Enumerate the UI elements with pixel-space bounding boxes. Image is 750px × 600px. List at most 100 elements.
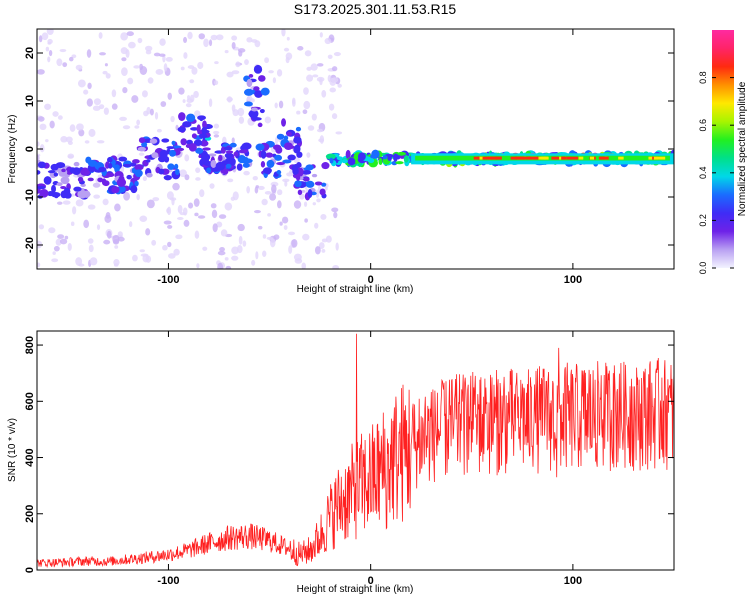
- spectrogram-cell: [397, 151, 407, 156]
- spectrogram-cell: [254, 90, 263, 98]
- spectrogram-noise-blob: [172, 182, 180, 191]
- spectrogram-noise-blob: [271, 184, 277, 194]
- spectrogram-cell: [311, 173, 318, 178]
- spectrogram-noise-blob: [195, 177, 201, 181]
- snr-panel: -100 0 100 0 200 400 600 800 Height of straight…: [7, 330, 675, 595]
- spectrogram-noise-blob: [197, 61, 204, 70]
- spectrogram-noise-blob: [324, 37, 332, 45]
- spectrogram-noise-blob: [176, 216, 184, 221]
- spectrogram-noise-blob: [199, 189, 205, 198]
- spectrogram-noise-blob: [128, 221, 133, 228]
- spectrogram-noise-blob: [165, 56, 173, 62]
- colorbar-label: Normalized spectral amplitude: [737, 81, 748, 216]
- spectrogram-cell: [60, 176, 70, 185]
- spectrogram-noise-blob: [87, 204, 96, 210]
- spectrogram-cell: [85, 156, 92, 164]
- spectrogram-noise-blob: [293, 253, 302, 261]
- spectrogram-noise-blob: [321, 238, 328, 243]
- spectrogram-noise-blob: [99, 52, 106, 56]
- spectrogram-noise-blob: [218, 214, 227, 219]
- spectrogram-noise-blob: [272, 77, 277, 84]
- spectrogram-cell: [243, 158, 253, 164]
- spectrogram-noise-blob: [167, 92, 172, 100]
- spectrogram-noise-blob: [121, 67, 128, 76]
- spectrogram-cell: [305, 164, 314, 171]
- spectrogram-ylabel: Frequency (Hz): [7, 115, 18, 184]
- spectrogram-cell: [51, 184, 56, 193]
- spectrogram-noise-blob: [225, 265, 232, 269]
- spectrogram-cell: [263, 167, 272, 174]
- spectrogram-cell: [176, 147, 185, 152]
- spectrogram-noise-blob: [293, 200, 302, 209]
- spectrogram-noise-blob: [111, 89, 117, 98]
- spectrogram-noise-blob: [114, 203, 121, 212]
- spectrogram-noise-blob: [182, 99, 186, 103]
- spectrogram-cell: [166, 146, 175, 150]
- spectrogram-cell: [257, 75, 266, 82]
- spectrogram-cell: [198, 133, 208, 139]
- snr-xtick-label: 0: [368, 575, 374, 587]
- spectrogram-noise-blob: [142, 176, 147, 182]
- spectrogram-cell: [122, 163, 132, 168]
- spectrogram-ytick-label: -10: [24, 189, 36, 205]
- spectrogram-cell: [141, 142, 148, 148]
- spectrogram-noise-blob: [332, 264, 340, 269]
- spectrogram-cell: [132, 159, 140, 164]
- spectrogram-noise-blob: [155, 68, 164, 75]
- spectrogram-noise-blob: [98, 32, 103, 39]
- spectrogram-tone-peak: [487, 156, 498, 160]
- spectrogram-noise-blob: [226, 96, 233, 103]
- spectrogram-noise-blob: [62, 62, 68, 68]
- spectrogram-noise-blob: [276, 189, 283, 196]
- spectrogram-noise-blob: [194, 110, 201, 118]
- spectrogram-noise-blob: [76, 123, 84, 131]
- colorbar-tick-label: 0.0: [698, 262, 708, 275]
- snr-ytick-label: 800: [24, 336, 36, 354]
- spectrogram-noise-blob: [268, 70, 274, 74]
- spectrogram-noise-blob: [333, 52, 341, 57]
- spectrogram-noise-blob: [86, 49, 92, 58]
- spectrogram-noise-blob: [215, 34, 224, 41]
- spectrogram-cell: [107, 172, 115, 178]
- spectrogram-cell: [134, 169, 143, 178]
- spectrogram-noise-blob: [264, 116, 272, 124]
- spectrogram-cell: [260, 161, 266, 168]
- spectrogram-noise-blob: [45, 46, 50, 52]
- spectrogram-tone-peak: [653, 156, 666, 160]
- spectrogram-noise-blob: [133, 65, 140, 69]
- spectrogram-cell: [225, 150, 234, 154]
- spectrogram-cell: [250, 107, 258, 112]
- spectrogram-ytick-label: -20: [24, 237, 36, 253]
- snr-ytick-label: 400: [24, 448, 36, 466]
- spectrogram-cell: [108, 162, 113, 169]
- spectrogram-noise-blob: [134, 125, 140, 129]
- snr-frame: [36, 330, 675, 571]
- colorbar-ticks: 0.0 0.2 0.4 0.6 0.8: [698, 71, 734, 274]
- spectrogram-noise-blob: [53, 245, 60, 252]
- spectrogram-ytick-label: 10: [24, 95, 36, 107]
- spectrogram-noise-blob: [39, 144, 45, 153]
- spectrogram-noise-blob: [274, 136, 278, 145]
- spectrogram-noise-blob: [67, 155, 74, 159]
- spectrogram-cell: [46, 190, 55, 197]
- spectrogram-noise-blob: [159, 38, 166, 46]
- spectrogram-noise-blob: [177, 205, 183, 214]
- spectrogram-cell: [242, 162, 250, 168]
- spectrogram-tone-peak: [494, 156, 502, 160]
- spectrogram-noise-blob: [171, 197, 175, 206]
- spectrogram-noise-blob: [301, 262, 307, 269]
- spectrogram-noise-blob: [237, 107, 245, 117]
- spectrogram-cell: [47, 170, 56, 174]
- spectrogram-noise-blob: [56, 201, 63, 205]
- spectrogram-noise-blob: [303, 201, 308, 207]
- spectrogram-cell: [180, 138, 187, 146]
- spectrogram-plot-area: [37, 29, 674, 269]
- spectrogram-noise-blob: [72, 206, 77, 215]
- spectrogram-cell: [273, 144, 282, 151]
- spectrogram-noise-blob: [154, 112, 159, 120]
- spectrogram-cell: [295, 173, 301, 181]
- spectrogram-noise-blob: [213, 134, 220, 138]
- spectrogram-noise-blob: [37, 240, 43, 249]
- spectrogram-tone-peak: [519, 156, 531, 160]
- spectrogram-noise-blob: [337, 83, 342, 88]
